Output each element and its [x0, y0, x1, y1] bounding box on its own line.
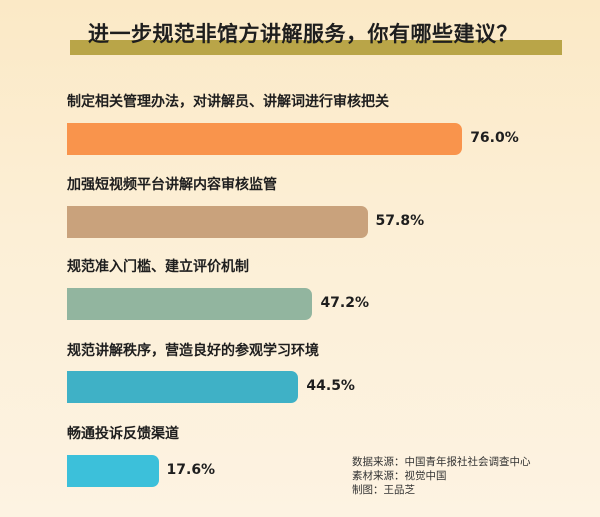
bar	[67, 455, 159, 487]
category-label: 规范讲解秩序，营造良好的参观学习环境	[67, 343, 319, 359]
value-label: 57.8%	[375, 213, 425, 229]
value-label: 76.0%	[470, 130, 519, 146]
source-notes: 数据来源：中国青年报社社会调查中心 素材来源：视觉中国 制图：王品芝	[352, 455, 531, 497]
author: 制图：王品芝	[352, 484, 415, 496]
value-label: 47.2%	[320, 295, 370, 311]
material-source: 素材来源：视觉中国	[352, 470, 447, 482]
category-label: 加强短视频平台讲解内容审核监管	[67, 177, 277, 193]
bar	[67, 206, 368, 238]
title-highlight	[70, 40, 562, 55]
category-label: 规范准入门槛、建立评价机制	[67, 259, 249, 275]
category-label: 畅通投诉反馈渠道	[67, 426, 179, 442]
chart-title: 进一步规范非馆方讲解服务，你有哪些建议？	[88, 22, 518, 46]
value-label: 17.6%	[166, 462, 216, 478]
value-label: 44.5%	[306, 378, 355, 394]
bar	[67, 371, 299, 403]
bar	[67, 123, 463, 155]
bar	[67, 288, 313, 320]
data-source: 数据来源：中国青年报社社会调查中心	[352, 456, 531, 468]
category-label: 制定相关管理办法，对讲解员、讲解词进行审核把关	[67, 94, 389, 110]
